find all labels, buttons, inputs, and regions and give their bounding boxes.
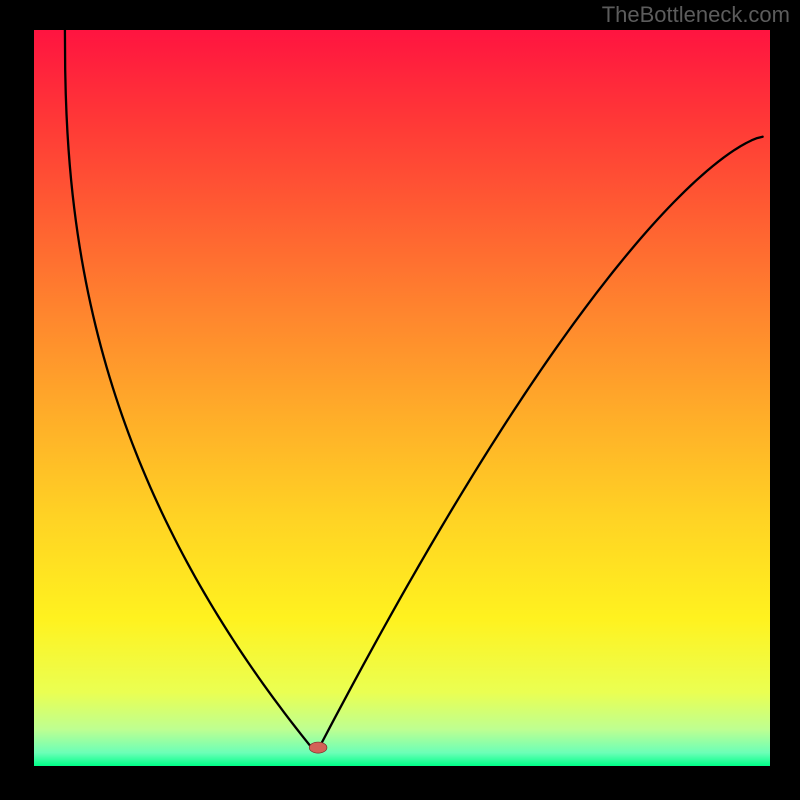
- curve-layer: [34, 30, 770, 766]
- watermark-text: TheBottleneck.com: [602, 2, 790, 28]
- plot-area: [34, 30, 770, 766]
- stage: TheBottleneck.com: [0, 0, 800, 800]
- minimum-marker: [309, 742, 327, 753]
- bottleneck-curve: [65, 30, 763, 748]
